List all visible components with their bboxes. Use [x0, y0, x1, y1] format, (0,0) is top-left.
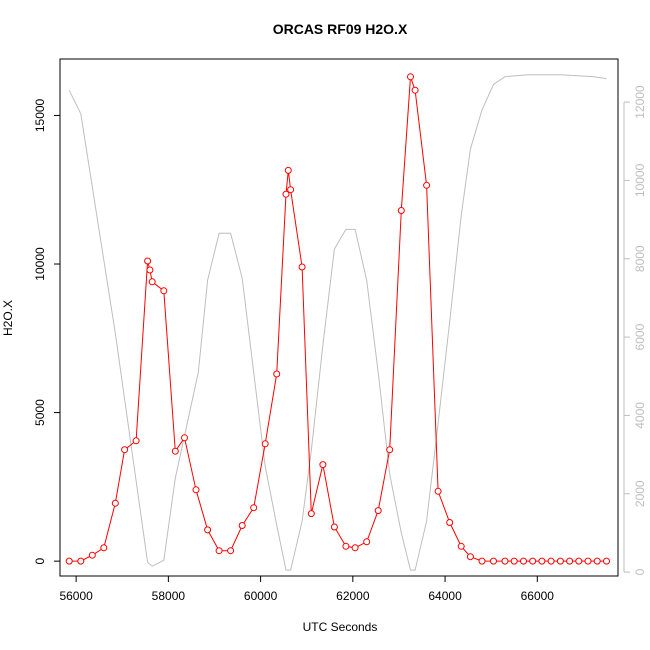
x-tick-label: 62000 — [336, 589, 370, 603]
data-point — [215, 547, 223, 555]
data-point — [284, 166, 292, 174]
data-point — [273, 370, 281, 378]
data-point — [88, 551, 96, 559]
data-point — [192, 486, 200, 494]
data-point — [407, 73, 414, 81]
x-tick-label: 58000 — [152, 589, 186, 603]
chart-title: ORCAS RF09 H2O.X — [273, 21, 408, 37]
data-point — [287, 186, 295, 194]
data-point — [100, 544, 108, 552]
y2-tick-label: 0 — [633, 568, 647, 575]
y-tick-label: 15000 — [33, 98, 47, 132]
data-point — [575, 557, 583, 565]
y2-tick-label: 2000 — [633, 480, 647, 507]
data-point — [478, 557, 486, 565]
data-point — [342, 542, 350, 550]
data-point — [319, 461, 327, 469]
data-point — [397, 207, 405, 214]
data-point — [520, 557, 527, 565]
data-point — [411, 86, 419, 94]
primary-series-line — [69, 76, 607, 562]
data-point — [547, 557, 555, 565]
data-point — [171, 447, 179, 455]
data-point — [510, 557, 518, 565]
data-point — [282, 190, 290, 198]
x-tick-label: 64000 — [428, 589, 462, 603]
y2-tick-label: 8000 — [633, 245, 647, 272]
data-point — [330, 523, 338, 531]
secondary-series-layer — [68, 74, 607, 571]
y-axis-right: 0 2000 4000 6000 8000 10000 12000 — [623, 85, 647, 575]
x-tick-label: 56000 — [59, 589, 93, 603]
data-point — [457, 542, 465, 550]
data-point — [160, 287, 168, 295]
y2-tick-label: 6000 — [633, 323, 647, 350]
x-tick-label: 66000 — [521, 589, 555, 603]
data-point — [146, 266, 154, 274]
data-point — [501, 557, 509, 565]
y-axis-left: 0 5000 10000 15000 — [33, 98, 60, 564]
data-point — [434, 487, 442, 495]
data-point — [374, 507, 382, 515]
x-axis-label: UTC Seconds — [303, 620, 378, 634]
y-tick-label: 10000 — [33, 247, 47, 281]
data-point — [556, 557, 564, 565]
data-point — [466, 553, 474, 561]
y2-tick-label: 10000 — [633, 163, 647, 197]
data-point — [298, 263, 306, 271]
data-point — [593, 557, 601, 565]
data-point — [538, 557, 546, 565]
x-tick-label: 60000 — [244, 589, 278, 603]
y2-tick-label: 4000 — [633, 402, 647, 429]
data-point — [386, 446, 394, 454]
data-point — [261, 440, 269, 448]
data-point — [65, 557, 73, 565]
data-point — [529, 557, 537, 565]
data-point — [603, 557, 610, 565]
y2-tick-label: 12000 — [633, 85, 647, 119]
data-point — [238, 522, 246, 529]
data-point — [77, 557, 85, 565]
data-point — [363, 538, 371, 546]
data-point — [307, 510, 315, 518]
data-point — [121, 446, 129, 454]
y-tick-label: 0 — [33, 557, 47, 564]
y-tick-label: 5000 — [33, 399, 47, 426]
x-axis: 56000 58000 60000 62000 64000 66000 — [59, 576, 554, 603]
data-point — [227, 547, 235, 555]
y-axis-label: H2O.X — [1, 300, 15, 336]
secondary-series-line — [68, 74, 607, 571]
data-point — [204, 526, 212, 534]
data-point — [148, 278, 156, 286]
data-point — [144, 257, 152, 265]
data-point — [490, 557, 497, 565]
data-point — [132, 437, 140, 445]
data-point — [111, 499, 119, 507]
plot-frame — [59, 58, 619, 577]
data-point — [181, 434, 188, 442]
data-point — [566, 557, 574, 565]
data-point — [250, 504, 258, 512]
data-point — [423, 181, 431, 189]
data-point — [446, 519, 454, 526]
data-point — [351, 544, 359, 552]
data-point — [584, 557, 592, 565]
primary-series-layer — [65, 73, 610, 565]
